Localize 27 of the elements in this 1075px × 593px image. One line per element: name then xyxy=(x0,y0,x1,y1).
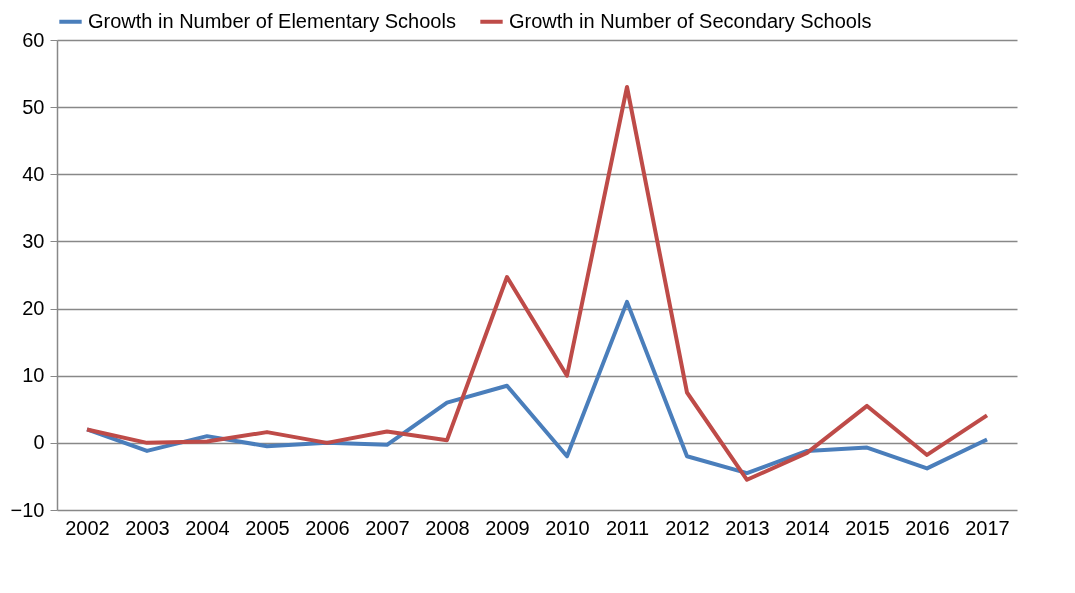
x-tick-label: 2003 xyxy=(125,516,170,539)
line-series xyxy=(85,85,989,482)
x-tick-label: 2013 xyxy=(725,516,770,539)
y-tick-label: −10 xyxy=(10,498,45,521)
x-tick-label: 2016 xyxy=(905,516,950,539)
legend-label: Growth in Number of Elementary Schools xyxy=(88,9,456,32)
x-tick-label: 2010 xyxy=(545,516,590,539)
x-tick-label: 2004 xyxy=(185,516,230,539)
x-tick-label: 2007 xyxy=(365,516,410,539)
x-tick-label: 2002 xyxy=(65,516,110,539)
y-tick-label: 10 xyxy=(22,364,45,387)
y-tick-label: 0 xyxy=(33,431,45,454)
y-tick-label: 50 xyxy=(22,95,45,118)
y-tick-label: 20 xyxy=(22,297,45,320)
y-tick-label: 30 xyxy=(22,229,45,252)
x-tick-label: 2009 xyxy=(485,516,530,539)
x-tick-label: 2012 xyxy=(665,516,710,539)
x-tick-label: 2011 xyxy=(605,516,650,539)
y-tick-label: 40 xyxy=(22,162,45,185)
x-tick-label: 2014 xyxy=(785,516,830,539)
legend-label: Growth in Number of Secondary Schools xyxy=(509,9,872,32)
x-tick-label: 2005 xyxy=(245,516,290,539)
x-tick-label: 2015 xyxy=(845,516,890,539)
y-tick-label: 60 xyxy=(22,28,45,51)
x-tick-label: 2006 xyxy=(305,516,350,539)
x-tick-label: 2017 xyxy=(965,516,1010,539)
x-tick-label: 2008 xyxy=(425,516,470,539)
